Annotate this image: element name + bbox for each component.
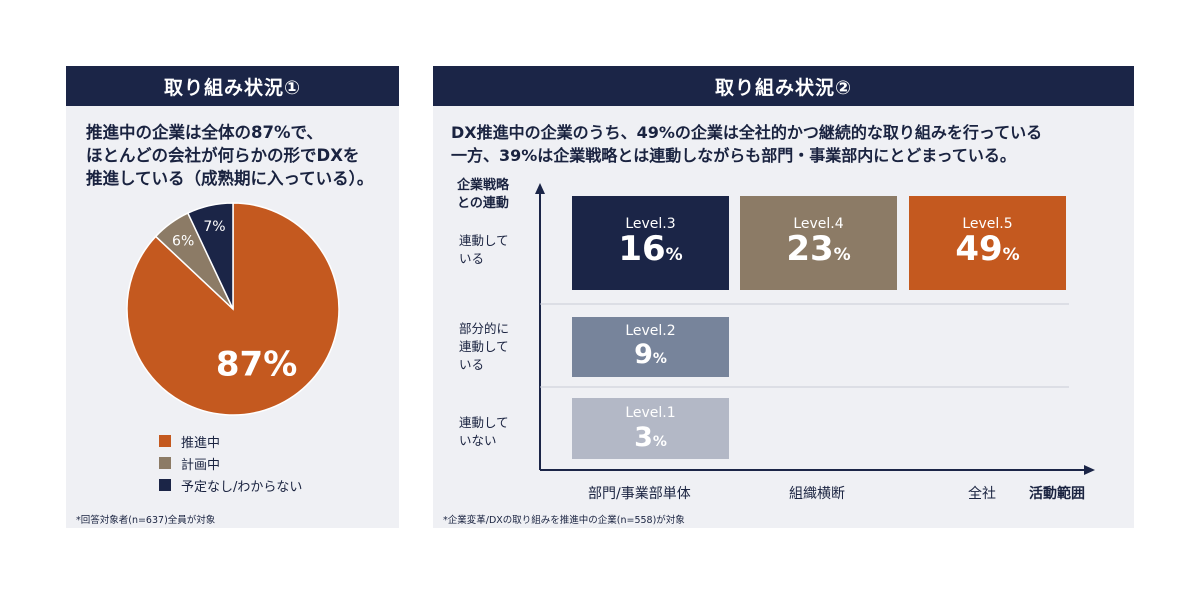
pie-slice <box>186 202 234 310</box>
y-category-line: いない <box>459 433 497 448</box>
y-axis-title-line: との連動 <box>457 196 509 211</box>
y-category-line: 連動して <box>459 339 509 354</box>
matrix-cell-value: 49% <box>955 229 1019 269</box>
legend-item: 予定なし/わからない <box>159 474 302 496</box>
y-category-label: 部分的に 連動して いる <box>459 320 509 374</box>
headline-line: 一方、39%は企業戦略とは連動しながらも部門・事業部内にとどまっている。 <box>451 146 1016 165</box>
legend-item: 計画中 <box>159 452 302 474</box>
y-category-line: いる <box>459 357 485 372</box>
panel-status-1: 取り組み状況① 推進中の企業は全体の87%で、 ほとんどの会社が何らかの形でDX… <box>66 66 399 528</box>
legend-swatch <box>159 479 171 491</box>
legend-label: 予定なし/わからない <box>181 479 303 495</box>
matrix-cell: Level.549% <box>909 196 1066 290</box>
y-axis-title-line: 企業戦略 <box>457 178 510 193</box>
y-category-label: 連動して いる <box>459 232 509 268</box>
x-category-label: 組織横断 <box>789 486 845 502</box>
legend-swatch <box>159 457 171 469</box>
pie-slice-label: 6% <box>172 233 194 249</box>
matrix-cell-value: 23% <box>786 229 850 269</box>
matrix-cell-value: 3% <box>634 422 667 453</box>
pie-chart: 87% 6% 7% <box>126 202 340 416</box>
pie-slice-label: 87% <box>216 344 297 384</box>
matrix-cell: Level.423% <box>740 196 897 290</box>
matrix-cell-value: 16% <box>618 229 682 269</box>
matrix-cell-box <box>572 196 729 290</box>
maturity-matrix: Level.316%Level.423%Level.549%Level.29%L… <box>535 183 1095 475</box>
matrix-cell-box <box>572 317 729 377</box>
headline-line: 推進中の企業は全体の87%で、 <box>86 123 323 142</box>
matrix-cell-level: Level.2 <box>625 323 675 339</box>
x-axis-arrow <box>1084 465 1095 475</box>
y-category-label: 連動して いない <box>459 414 509 450</box>
legend-swatch <box>159 435 171 447</box>
legend-label: 計画中 <box>181 457 221 473</box>
y-category-line: 部分的に <box>459 321 510 336</box>
matrix-cell-level: Level.1 <box>625 405 675 421</box>
matrix-cell-box <box>572 398 729 459</box>
x-category-label: 部門/事業部単体 <box>588 486 691 502</box>
y-category-line: 連動して <box>459 415 509 430</box>
matrix-cell: Level.316% <box>572 196 729 290</box>
legend-item: 推進中 <box>159 430 302 452</box>
matrix-cell-level: Level.3 <box>625 216 675 232</box>
x-axis-title: 活動範囲 <box>1029 486 1085 502</box>
matrix-cell-level: Level.5 <box>962 216 1012 232</box>
panel-2-headline: DX推進中の企業のうち、49%の企業は全社的かつ継続的な取り組みを行っている 一… <box>451 121 1131 167</box>
y-axis-title: 企業戦略 との連動 <box>457 177 509 213</box>
y-category-line: 連動して <box>459 233 509 248</box>
matrix-cell-value: 9% <box>634 339 667 370</box>
headline-line: 推進している（成熟期に入っている）。 <box>86 169 374 188</box>
matrix-cell-box <box>740 196 897 290</box>
panel-1-title: 取り組み状況① <box>66 66 399 106</box>
y-axis-arrow <box>535 183 545 194</box>
panel-1-headline: 推進中の企業は全体の87%で、 ほとんどの会社が何らかの形でDXを 推進している… <box>86 121 391 190</box>
matrix-cell-level: Level.4 <box>793 216 843 232</box>
matrix-cell: Level.13% <box>572 398 729 459</box>
matrix-cell-box <box>909 196 1066 290</box>
headline-line: DX推進中の企業のうち、49%の企業は全社的かつ継続的な取り組みを行っている <box>451 123 1043 142</box>
headline-line: ほとんどの会社が何らかの形でDXを <box>86 146 360 165</box>
x-category-label: 全社 <box>968 486 996 502</box>
matrix-cell: Level.29% <box>572 317 729 377</box>
panel-2-title: 取り組み状況② <box>433 66 1134 106</box>
legend-label: 推進中 <box>181 435 221 451</box>
pie-legend: 推進中 計画中 予定なし/わからない <box>159 430 302 496</box>
pie-slice-label: 7% <box>203 219 225 235</box>
y-category-line: いる <box>459 251 485 266</box>
panel-status-2: 取り組み状況② DX推進中の企業のうち、49%の企業は全社的かつ継続的な取り組み… <box>433 66 1134 528</box>
panel-1-footnote: *回答対象者(n=637)全員が対象 <box>76 515 216 526</box>
panel-2-footnote: *企業変革/DXの取り組みを推進中の企業(n=558)が対象 <box>443 515 685 526</box>
